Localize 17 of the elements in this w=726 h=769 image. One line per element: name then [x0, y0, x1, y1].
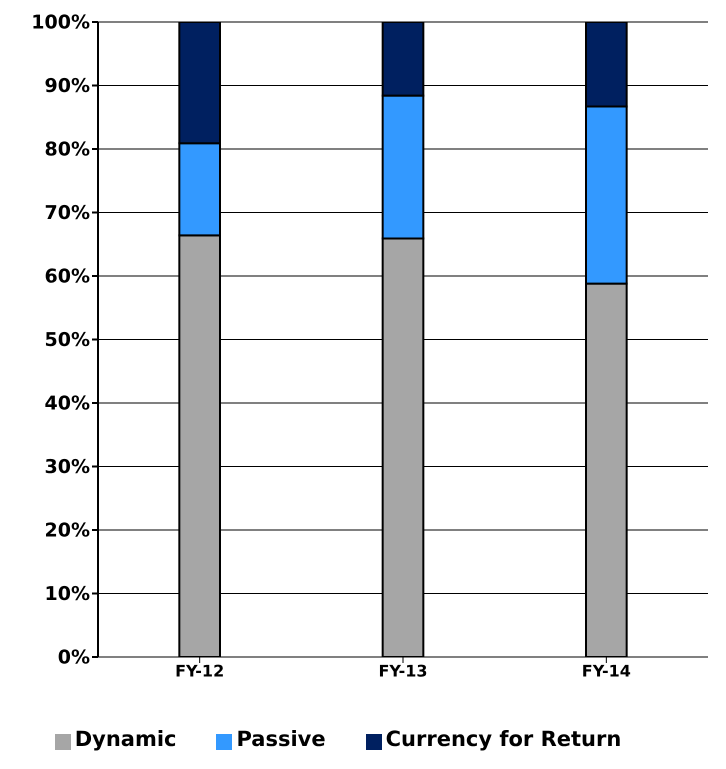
y-tick-label: 80%	[44, 138, 90, 161]
x-tick-label: FY-13	[378, 661, 428, 680]
x-tick-label: FY-14	[582, 661, 631, 680]
y-tick-label: 60%	[44, 266, 90, 288]
legend-label: Passive	[236, 727, 326, 751]
y-tick-label: 70%	[44, 202, 90, 224]
y-tick-label: 20%	[44, 520, 90, 542]
y-tick-label: 100%	[31, 12, 90, 34]
x-tick-label: FY-12	[175, 661, 224, 680]
legend-label: Dynamic	[74, 727, 176, 751]
legend-label: Currency for Return	[386, 727, 622, 751]
y-tick-label: 90%	[44, 75, 90, 98]
y-tick-label: 30%	[44, 456, 90, 478]
y-tick-label: 50%	[44, 329, 90, 352]
y-tick-label: 0%	[58, 646, 90, 669]
y-tick-label: 10%	[44, 583, 90, 606]
y-tick-label: 40%	[44, 392, 90, 415]
